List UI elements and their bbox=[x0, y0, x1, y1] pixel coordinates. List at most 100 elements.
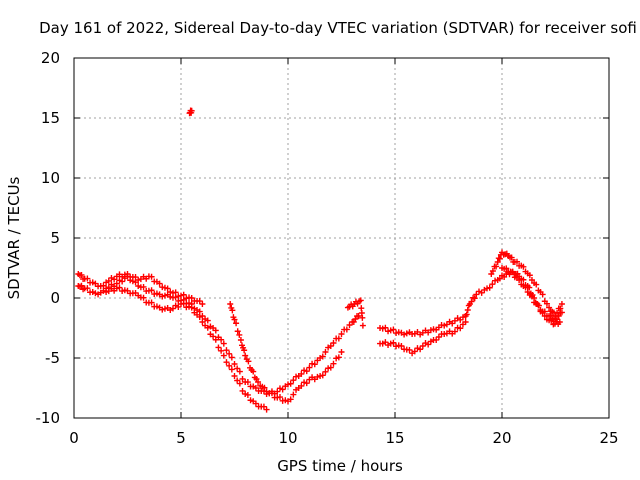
data-point-track-b bbox=[231, 373, 238, 379]
data-point-track-d bbox=[276, 394, 283, 401]
data-point-track-i bbox=[556, 319, 563, 325]
data-point-track-d bbox=[335, 354, 342, 361]
data-point-track-i bbox=[541, 313, 548, 319]
y-tick-label: 0 bbox=[50, 289, 60, 307]
grid-lines bbox=[74, 58, 609, 418]
data-point-track-i bbox=[509, 269, 516, 276]
data-point-track-i bbox=[503, 265, 510, 272]
data-point-track-i bbox=[535, 302, 542, 309]
data-point-track-d bbox=[250, 368, 257, 375]
data-point-track-b bbox=[223, 359, 230, 366]
data-point-track-a bbox=[279, 386, 286, 393]
data-point-track-b bbox=[244, 391, 251, 398]
x-tick-label: 25 bbox=[599, 429, 618, 447]
data-point-track-b bbox=[180, 300, 187, 307]
data-point-track-d bbox=[245, 358, 252, 365]
data-point-track-i bbox=[548, 317, 555, 324]
y-tick-label: 15 bbox=[41, 109, 60, 127]
data-point-track-a bbox=[223, 347, 230, 354]
data-point-track-f bbox=[464, 307, 471, 313]
data-point-track-h bbox=[520, 263, 527, 270]
data-point-track-h bbox=[494, 259, 501, 265]
data-point-track-a bbox=[355, 313, 362, 319]
x-tick-labels: 0 5 10 15 20 25 bbox=[69, 429, 618, 447]
data-point-track-b bbox=[239, 387, 246, 394]
data-point-track-f bbox=[468, 298, 475, 305]
data-points bbox=[75, 107, 565, 413]
data-point-track-a bbox=[218, 336, 225, 343]
data-point-track-f bbox=[471, 295, 478, 302]
data-point-track-f bbox=[489, 281, 496, 288]
data-point-track-b bbox=[263, 406, 270, 413]
data-point-track-a bbox=[204, 317, 211, 324]
data-point-track-d bbox=[234, 328, 241, 335]
data-point-track-b bbox=[116, 284, 123, 291]
data-point-track-d bbox=[233, 320, 240, 327]
data-point-track-b bbox=[210, 333, 217, 340]
data-point-track-f bbox=[382, 324, 389, 331]
data-point-track-h bbox=[526, 272, 533, 279]
data-point-track-h bbox=[554, 310, 561, 316]
data-point-track-d bbox=[322, 368, 329, 375]
data-point-track-d bbox=[298, 382, 305, 389]
data-point-track-d bbox=[237, 337, 244, 343]
data-point-track-a bbox=[212, 327, 219, 334]
data-point-track-a bbox=[303, 368, 310, 375]
data-point-track-b bbox=[188, 304, 195, 311]
data-point-track-h bbox=[496, 255, 503, 262]
data-point-track-a bbox=[236, 368, 243, 375]
plot-frame bbox=[73, 57, 610, 419]
data-point-track-i bbox=[522, 284, 529, 291]
data-point-track-d bbox=[327, 364, 334, 371]
data-point-track-a bbox=[287, 380, 294, 387]
data-point-track-a bbox=[274, 388, 281, 395]
data-point-track-g bbox=[462, 319, 469, 325]
x-tick-label: 15 bbox=[385, 429, 404, 447]
x-tick-label: 5 bbox=[176, 429, 186, 447]
data-point-track-g bbox=[398, 343, 405, 349]
data-point-track-a bbox=[335, 335, 342, 342]
data-point-track-a bbox=[338, 331, 345, 337]
data-point-track-a bbox=[226, 350, 233, 357]
data-point-track-a bbox=[239, 375, 246, 382]
data-point-track-c bbox=[148, 273, 155, 280]
x-tick-label: 20 bbox=[492, 429, 511, 447]
data-point-track-a bbox=[148, 287, 155, 294]
data-point-track-h bbox=[543, 300, 550, 307]
data-point-track-b bbox=[204, 324, 211, 331]
data-point-track-h bbox=[489, 268, 496, 274]
data-point-track-e bbox=[359, 314, 366, 321]
data-point-track-d bbox=[290, 391, 297, 398]
data-point-track-a bbox=[330, 340, 337, 346]
y-axis-label: SDTVAR / TECUs bbox=[5, 176, 23, 299]
data-point-track-d bbox=[338, 349, 345, 355]
data-point-track-h bbox=[558, 301, 565, 307]
data-point-track-b bbox=[212, 336, 219, 343]
y-tick-labels: -10 -5 0 5 10 15 20 bbox=[36, 49, 61, 427]
data-point-track-b bbox=[148, 299, 155, 306]
data-point-track-d bbox=[261, 384, 268, 391]
data-point-track-a bbox=[322, 349, 329, 355]
data-point-track-d bbox=[287, 396, 294, 403]
y-tick-label: -5 bbox=[45, 349, 60, 367]
data-point-track-d bbox=[231, 316, 238, 323]
data-point-track-d bbox=[330, 360, 337, 367]
data-point-track-e bbox=[359, 322, 366, 329]
data-point-track-h bbox=[513, 258, 520, 265]
data-point-track-g bbox=[406, 346, 413, 353]
data-point-track-h bbox=[546, 304, 553, 311]
data-point-track-h bbox=[539, 291, 546, 298]
data-point-track-a bbox=[298, 370, 305, 377]
data-point-track-f bbox=[390, 326, 397, 333]
data-point-track-c bbox=[199, 301, 206, 307]
data-point-track-b bbox=[84, 285, 91, 292]
data-point-outlier bbox=[188, 107, 195, 114]
y-tick-label: 10 bbox=[41, 169, 60, 187]
data-point-track-b bbox=[220, 352, 227, 359]
data-point-track-d bbox=[319, 372, 326, 379]
data-point-track-d bbox=[255, 379, 262, 385]
data-point-track-c bbox=[172, 289, 179, 296]
data-point-track-b bbox=[196, 313, 203, 320]
data-point-track-i bbox=[528, 293, 535, 300]
data-point-track-a bbox=[311, 361, 318, 368]
